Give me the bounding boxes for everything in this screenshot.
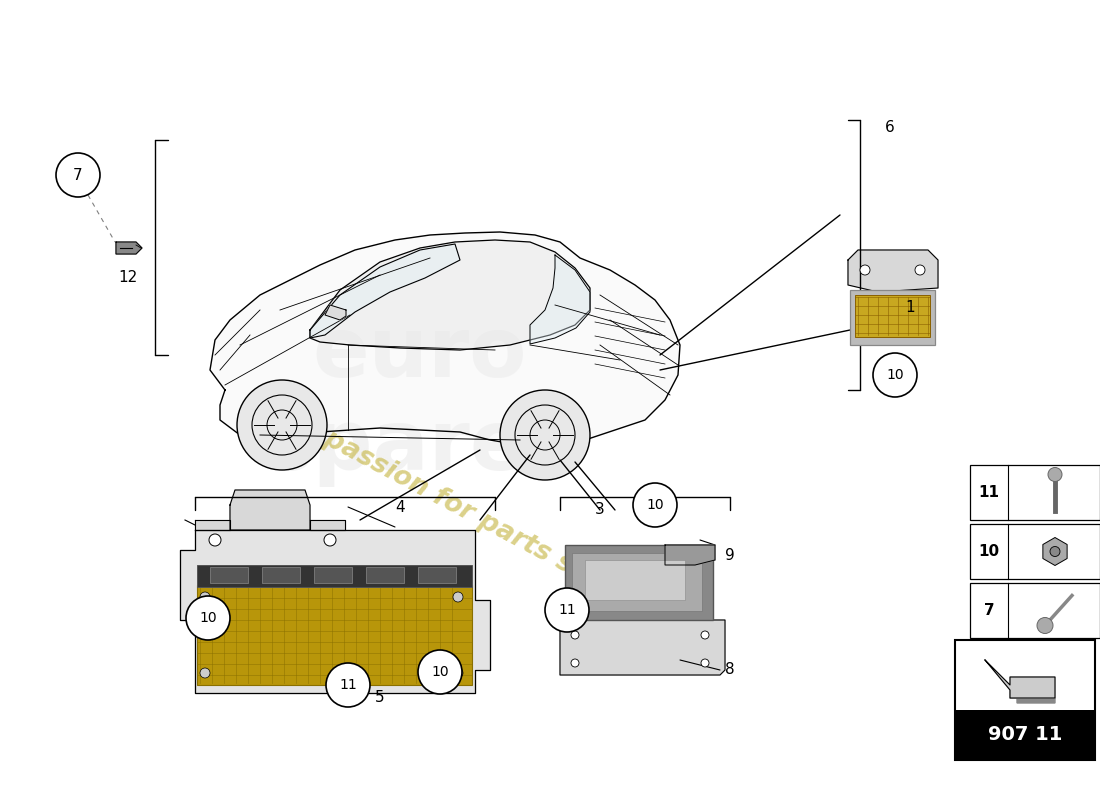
Bar xyxy=(970,583,1100,638)
Circle shape xyxy=(56,153,100,197)
Text: 907 11: 907 11 xyxy=(988,726,1063,745)
Polygon shape xyxy=(560,620,725,675)
Bar xyxy=(565,545,713,620)
Text: 11: 11 xyxy=(979,485,1000,500)
Polygon shape xyxy=(230,490,310,530)
Circle shape xyxy=(1048,467,1062,482)
Text: 10: 10 xyxy=(887,368,904,382)
Circle shape xyxy=(186,596,230,640)
Circle shape xyxy=(701,631,710,639)
Circle shape xyxy=(200,668,210,678)
Circle shape xyxy=(873,353,917,397)
Text: 3: 3 xyxy=(595,502,605,518)
Circle shape xyxy=(236,380,327,470)
Text: 6: 6 xyxy=(886,121,895,135)
Text: 4: 4 xyxy=(395,501,405,515)
Polygon shape xyxy=(848,250,938,292)
Text: 10: 10 xyxy=(431,665,449,679)
Bar xyxy=(366,567,404,583)
Polygon shape xyxy=(116,242,142,254)
Circle shape xyxy=(500,390,590,480)
Bar xyxy=(197,565,472,587)
Bar xyxy=(572,553,702,611)
Polygon shape xyxy=(180,530,490,693)
Text: 10: 10 xyxy=(199,611,217,625)
Polygon shape xyxy=(310,240,590,350)
Circle shape xyxy=(324,534,336,546)
Polygon shape xyxy=(210,232,680,445)
Circle shape xyxy=(418,650,462,694)
Circle shape xyxy=(453,592,463,602)
Bar xyxy=(262,567,300,583)
Text: 7: 7 xyxy=(983,603,994,618)
Text: 1: 1 xyxy=(905,301,915,315)
Bar xyxy=(210,567,248,583)
Circle shape xyxy=(571,631,579,639)
Bar xyxy=(314,567,352,583)
Circle shape xyxy=(571,659,579,667)
Text: 8: 8 xyxy=(725,662,735,678)
Circle shape xyxy=(209,534,221,546)
Polygon shape xyxy=(324,305,346,320)
Text: 2: 2 xyxy=(217,602,227,618)
Text: 11: 11 xyxy=(339,678,356,692)
Bar xyxy=(585,560,685,600)
Circle shape xyxy=(453,668,463,678)
Bar xyxy=(955,640,1094,760)
Circle shape xyxy=(632,483,676,527)
Polygon shape xyxy=(310,520,345,530)
Polygon shape xyxy=(310,244,460,338)
Bar xyxy=(197,585,472,685)
Polygon shape xyxy=(530,255,590,344)
Text: 12: 12 xyxy=(119,270,138,286)
Bar xyxy=(418,567,456,583)
Circle shape xyxy=(860,265,870,275)
Text: euro
spares: euro spares xyxy=(263,313,576,487)
Polygon shape xyxy=(666,545,715,565)
Text: 7: 7 xyxy=(74,167,82,182)
Circle shape xyxy=(915,265,925,275)
Polygon shape xyxy=(984,660,1055,698)
Bar xyxy=(855,295,930,337)
Circle shape xyxy=(1050,546,1060,557)
Text: 5: 5 xyxy=(375,690,385,706)
Bar xyxy=(970,524,1100,579)
Text: 10: 10 xyxy=(978,544,1000,559)
Bar xyxy=(970,465,1100,520)
Polygon shape xyxy=(1010,685,1055,703)
Polygon shape xyxy=(195,520,230,530)
Circle shape xyxy=(1037,618,1053,634)
Bar xyxy=(955,710,1094,760)
Text: a passion for parts since 1965: a passion for parts since 1965 xyxy=(296,414,704,646)
Text: 11: 11 xyxy=(558,603,576,617)
Circle shape xyxy=(701,659,710,667)
Text: 10: 10 xyxy=(646,498,663,512)
Circle shape xyxy=(544,588,588,632)
Bar xyxy=(850,290,935,345)
Circle shape xyxy=(200,592,210,602)
Text: 9: 9 xyxy=(725,547,735,562)
Circle shape xyxy=(326,663,370,707)
